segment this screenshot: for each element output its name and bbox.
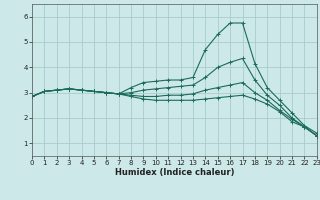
X-axis label: Humidex (Indice chaleur): Humidex (Indice chaleur) [115,168,234,177]
